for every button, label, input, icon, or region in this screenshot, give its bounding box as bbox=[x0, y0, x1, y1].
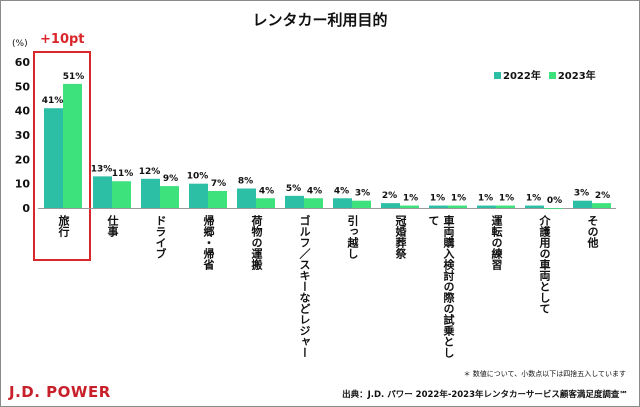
bar-2022 bbox=[141, 178, 160, 208]
bar-2022 bbox=[93, 176, 112, 208]
data-label: 1% bbox=[478, 194, 493, 204]
bar-2022 bbox=[333, 198, 352, 208]
x-category-label: 荷物の運搬 bbox=[250, 215, 263, 270]
data-label: 41% bbox=[42, 96, 64, 106]
bar-2022 bbox=[285, 195, 304, 208]
x-category-label: 車両購入検討の際の試乗として bbox=[427, 215, 455, 358]
x-category-label: ドライブ bbox=[154, 215, 167, 259]
legend-swatch bbox=[548, 72, 556, 79]
bar-2022 bbox=[381, 203, 400, 208]
bar-2022 bbox=[429, 205, 448, 208]
bar-2022 bbox=[477, 205, 496, 208]
y-tick-label: 50 bbox=[15, 80, 31, 93]
data-label: 4% bbox=[334, 186, 349, 196]
data-label: 10% bbox=[187, 172, 209, 182]
data-label: 2% bbox=[382, 191, 397, 201]
data-label: 1% bbox=[403, 194, 418, 204]
bar-2022 bbox=[44, 108, 63, 208]
data-label: 1% bbox=[526, 194, 541, 204]
x-category-label: その他 bbox=[586, 215, 599, 248]
callout-label: +10pt bbox=[40, 32, 85, 47]
data-label: 11% bbox=[112, 169, 134, 179]
data-label: 8% bbox=[238, 177, 253, 187]
data-label: 9% bbox=[163, 174, 178, 184]
x-category-label: 運転の練習 bbox=[490, 215, 503, 270]
bar-2022 bbox=[189, 183, 208, 208]
data-label: 3% bbox=[574, 189, 589, 199]
source-citation: 出典：J.D. パワー 2022年-2023年レンタカーサービス顧客満足度調査℠ bbox=[342, 390, 628, 400]
footnote: ＊ 数値について、小数点以下は四捨五入しています bbox=[463, 370, 626, 378]
bar-2023 bbox=[208, 190, 227, 208]
data-label: 5% bbox=[286, 184, 301, 194]
legend-swatch bbox=[494, 72, 501, 79]
x-category-label: 引っ越し bbox=[346, 215, 359, 259]
data-label: 3% bbox=[355, 189, 370, 199]
x-category-label: 冠婚葬祭 bbox=[394, 215, 407, 259]
x-category-label: 帰郷・帰省 bbox=[202, 215, 215, 270]
y-axis-unit: (%) bbox=[12, 39, 28, 49]
bar-2022 bbox=[525, 205, 544, 208]
data-label: 1% bbox=[499, 194, 514, 204]
bar-2023 bbox=[496, 205, 515, 208]
bar-2023 bbox=[160, 186, 179, 208]
bar-2023 bbox=[352, 200, 371, 208]
highlight-box bbox=[33, 51, 91, 261]
legend-item-2023: 2023年 bbox=[548, 67, 596, 82]
data-label: 1% bbox=[451, 194, 466, 204]
bar-2022 bbox=[237, 188, 256, 208]
y-tick-label: 20 bbox=[15, 153, 31, 166]
legend: 2022年 2023年 bbox=[494, 67, 596, 82]
data-label: 7% bbox=[211, 179, 226, 189]
legend-label: 2022年 bbox=[503, 71, 541, 82]
data-label: 13% bbox=[91, 164, 113, 174]
y-tick-label: 40 bbox=[15, 105, 31, 118]
data-label: 1% bbox=[430, 194, 445, 204]
x-category-label: 仕事 bbox=[106, 215, 119, 237]
jd-power-logo: J.D. POWER bbox=[9, 383, 111, 401]
bar-2023 bbox=[256, 198, 275, 208]
bar-2023 bbox=[448, 205, 467, 208]
bar-2023 bbox=[304, 198, 323, 208]
bar-2023 bbox=[112, 181, 131, 208]
bar-2023 bbox=[63, 83, 82, 208]
data-label: 51% bbox=[63, 72, 85, 82]
y-tick-label: 10 bbox=[15, 178, 31, 191]
y-tick-label: 30 bbox=[15, 129, 31, 142]
x-category-label: 介護用の車両として bbox=[538, 215, 551, 314]
data-label: 4% bbox=[307, 186, 322, 196]
chart-title: レンタカー利用目的 bbox=[252, 11, 388, 29]
legend-label: 2023年 bbox=[557, 71, 596, 82]
y-tick-label: 0 bbox=[22, 202, 30, 215]
data-label: 2% bbox=[595, 191, 610, 201]
data-label: 4% bbox=[259, 186, 274, 196]
bar-2022 bbox=[573, 200, 592, 208]
y-tick-label: 60 bbox=[15, 56, 31, 69]
legend-item-2022: 2022年 bbox=[494, 67, 541, 82]
data-label: 0% bbox=[547, 196, 562, 206]
bar-2023 bbox=[400, 205, 419, 208]
data-label: 12% bbox=[139, 167, 161, 177]
x-category-label: ゴルフ／スキーなどレジャー bbox=[298, 215, 311, 358]
bar-2023 bbox=[544, 208, 563, 209]
bar-2023 bbox=[592, 203, 611, 208]
x-category-label: 旅行 bbox=[57, 215, 70, 237]
